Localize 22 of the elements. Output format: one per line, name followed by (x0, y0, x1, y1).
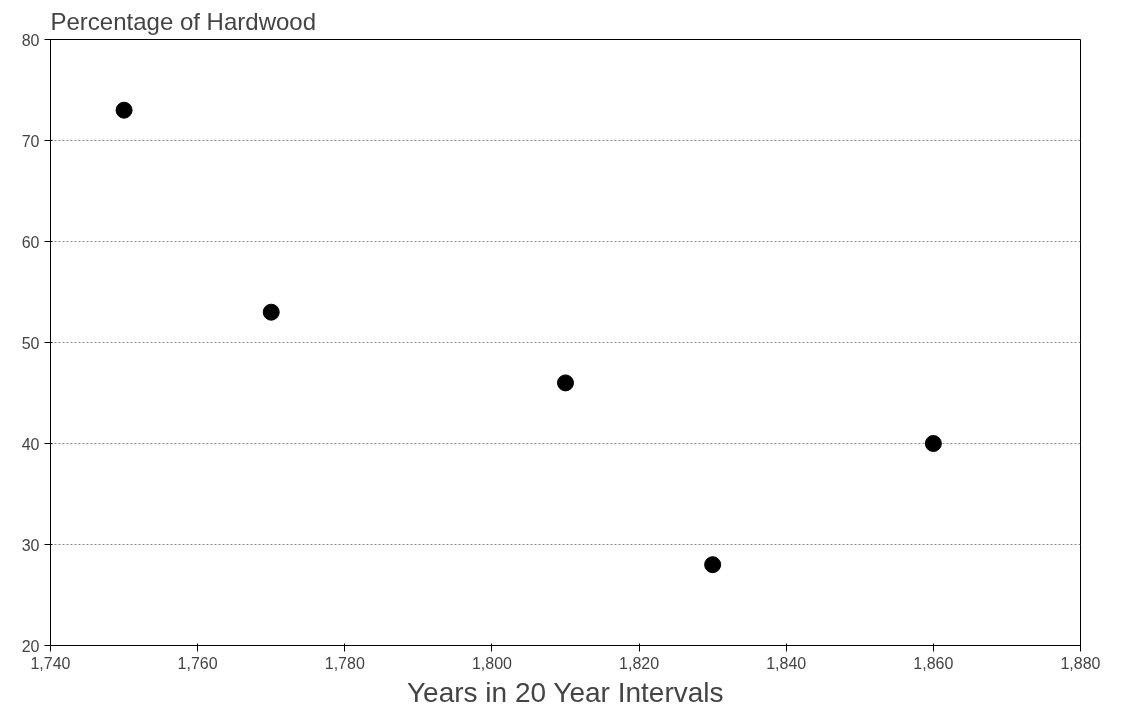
y-tick-label: 40 (21, 435, 40, 453)
chart-title: Percentage of Hardwood (50, 7, 316, 35)
y-tick-label: 80 (21, 31, 40, 49)
x-tick-label: 1,840 (766, 654, 807, 672)
x-tick-label: 1,740 (30, 654, 71, 672)
x-tick-label: 1,800 (471, 654, 513, 672)
point (704, 556, 722, 574)
x-tick-label: 1,780 (324, 654, 365, 672)
point (924, 435, 942, 452)
x-tick-label: 1,760 (177, 654, 218, 672)
point (262, 303, 280, 321)
x-axis-title: Years in 20 Year Intervals (406, 676, 724, 708)
x-tick-label: 1,860 (913, 654, 954, 672)
point (557, 374, 574, 392)
y-tick-label: 50 (21, 334, 40, 352)
x-tick-label: 1,880 (1060, 654, 1101, 672)
point (115, 101, 133, 119)
y-tick-label: 60 (21, 233, 40, 251)
y-tick-label: 20 (21, 637, 40, 655)
y-tick-label: 70 (21, 132, 40, 150)
y-tick-label: 30 (21, 536, 40, 554)
x-tick-label: 1,820 (619, 654, 660, 672)
